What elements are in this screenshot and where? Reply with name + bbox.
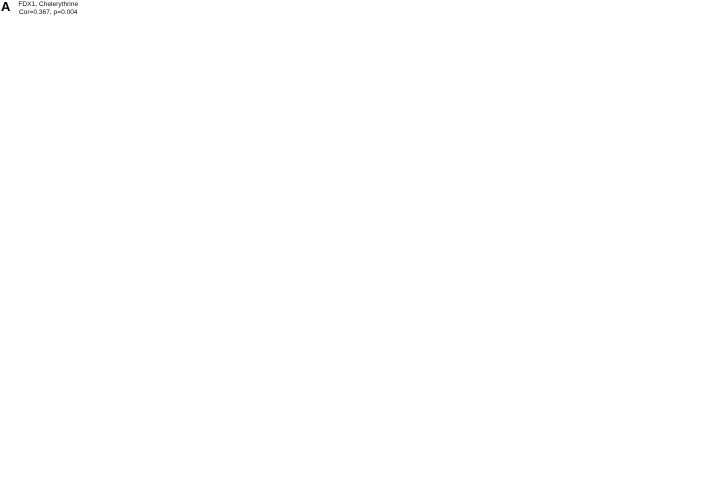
scatter-stats-line: Cor=0.367, p=0.004 [18, 9, 78, 17]
docking-section [346, 0, 708, 477]
scatter-title-line1: FDX1, Chelerythrine [18, 1, 79, 8]
panel-letter: A [1, 0, 11, 14]
scatter-panel-grid: A FDX1, Chelerythrine Cor=0.367, p=0.004 [0, 0, 346, 477]
connector-lines [346, 0, 708, 477]
scatter-title: FDX1, Chelerythrine Cor=0.367, p=0.004 [11, 1, 86, 17]
scatter-panel-a: A FDX1, Chelerythrine Cor=0.367, p=0.004 [0, 0, 87, 119]
